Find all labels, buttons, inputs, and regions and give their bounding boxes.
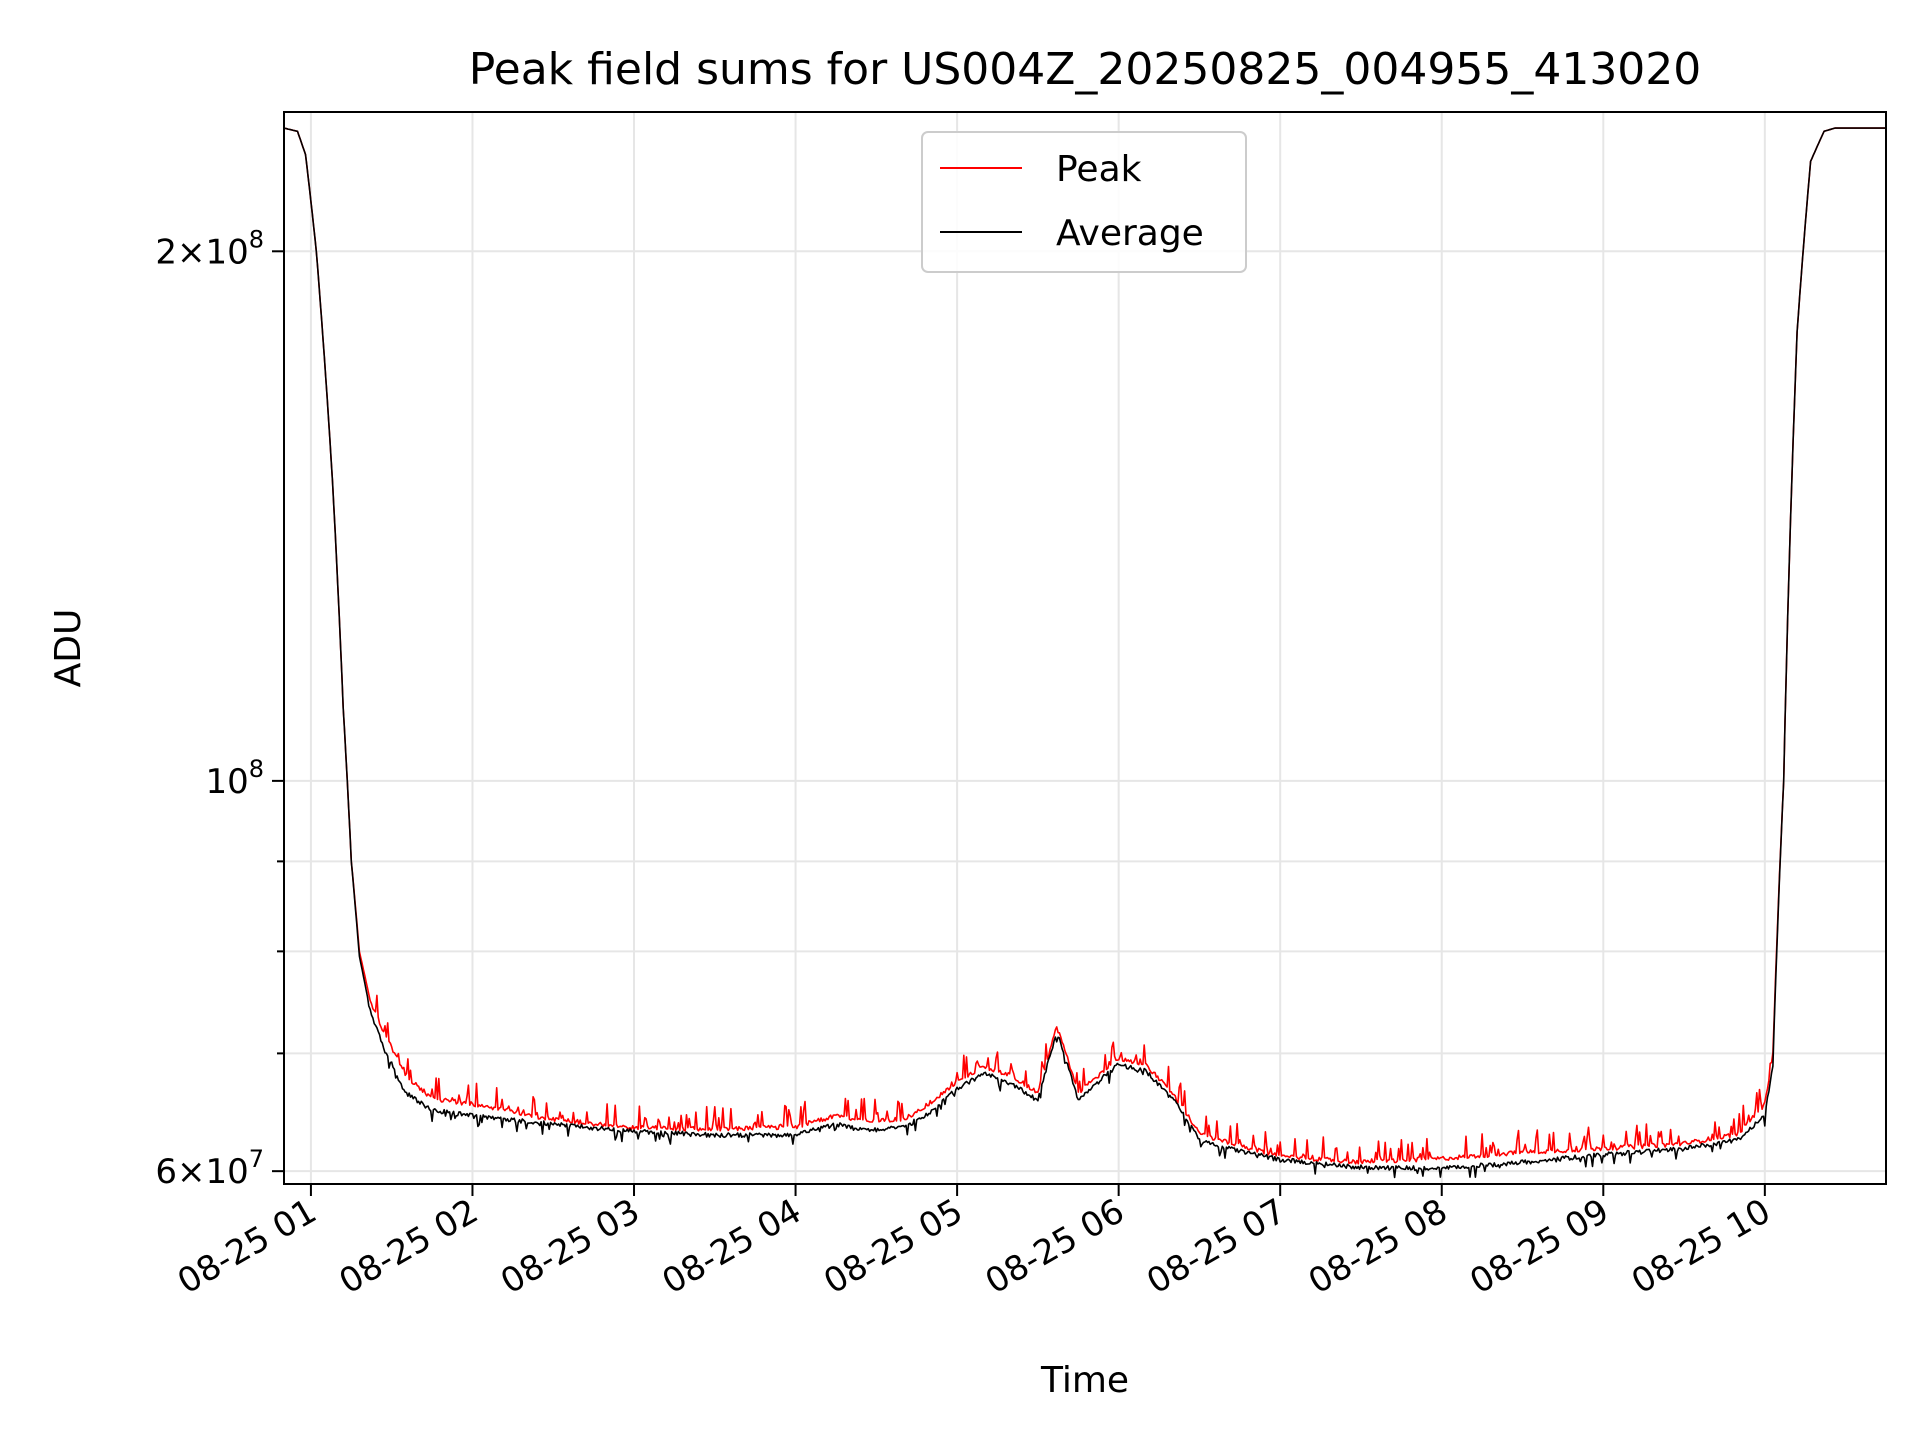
chart-title: Peak field sums for US004Z_20250825_0049… — [469, 44, 1702, 95]
y-tick-label: 6×107 — [155, 1145, 264, 1192]
series-line-peak — [283, 127, 1886, 1165]
y-tick-times: × — [177, 232, 206, 272]
y-tick-exponent: 8 — [249, 225, 264, 253]
y-tick-exponent: 7 — [249, 1145, 264, 1173]
y-tick-base: 10 — [205, 1152, 248, 1192]
legend-label-peak: Peak — [1056, 149, 1142, 190]
grid — [284, 112, 1886, 1184]
legend-label-average: Average — [1056, 213, 1204, 254]
y-tick-label: 108 — [205, 755, 264, 802]
y-tick-base: 10 — [205, 232, 248, 272]
y-tick-mantissa: 2 — [155, 232, 177, 272]
y-axis-label: ADU — [48, 609, 89, 688]
y-tick-exponent: 8 — [249, 755, 264, 783]
x-axis-label: Time — [1040, 1360, 1129, 1401]
y-tick-base: 10 — [205, 762, 248, 802]
y-tick-times: × — [177, 1152, 206, 1192]
plot-lines — [283, 127, 1886, 1179]
y-tick-mantissa: 6 — [155, 1152, 177, 1192]
plot-frame — [283, 111, 1887, 1185]
legend: Peak Average — [921, 131, 1247, 273]
y-tick-label: 2×108 — [155, 225, 264, 272]
series-line-average — [283, 127, 1886, 1179]
